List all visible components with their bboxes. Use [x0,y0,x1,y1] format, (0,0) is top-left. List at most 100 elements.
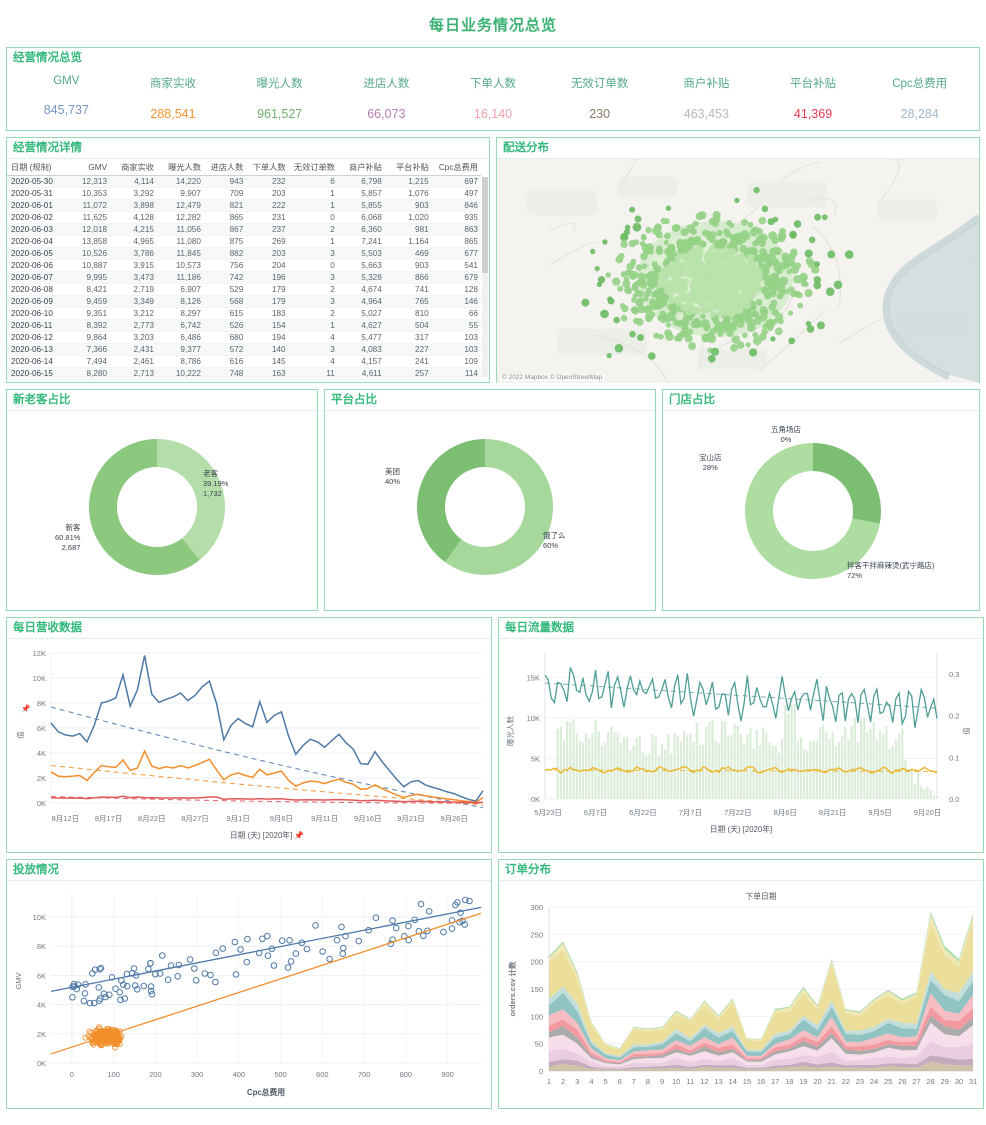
kpi-cell-0[interactable]: GMV 845,737 [13,68,120,121]
scatter-point [338,923,345,931]
traffic-bar [682,731,686,799]
donut-slice[interactable] [417,439,485,563]
daily-revenue-panel: 每日营收数据 0K 2K 4K 6K 8K 10K 12K 值 📌 8月12日 8月17日 8月22日… [6,617,492,853]
scatter-point [80,997,88,1005]
donut-slice[interactable] [445,439,553,575]
table-row[interactable]: 2020-06-07 9,995 3,473 11,186 742 196 3 5,328 86… [7,271,481,284]
delivery-map-panel: 配送分布 © 2022 Mapbox © OpenStreetMap [496,137,980,383]
map-canvas[interactable]: © 2022 Mapbox © OpenStreetMap [497,159,979,383]
scatter-point [392,924,400,932]
traffic-bar [926,786,929,799]
table-cell: 9,995 [67,271,111,284]
daily-traffic-chart[interactable]: 0K 5K 10K 15K 0.0 0.1 0.2 0.3 曝光人数 值 5月23日 6月7日 6月22… [499,639,983,852]
table-row[interactable]: 2020-06-09 9,459 3,349 8,126 568 179 3 4,964 765… [7,295,481,308]
kpi-cell-8[interactable]: Cpc总费用 28,284 [866,68,973,121]
ad-spend-chart[interactable]: 0K 2K 4K 6K 8K 10K 0 100 200 300 400 500 600 700 800 90… [7,881,491,1108]
scatter-point [333,936,341,944]
table-col-header[interactable]: 曝光人数 [156,159,204,176]
table-row[interactable]: 2020-06-04 13,858 4,965 11,080 875 269 1 7,241 1… [7,235,481,248]
scatter-point [326,955,333,963]
table-col-header[interactable]: Cpc总费用 [431,159,481,176]
svg-text:8月27日: 8月27日 [181,814,209,823]
table-row[interactable]: 2020-06-05 10,526 3,786 11,845 882 203 3 5,503 4… [7,247,481,260]
table-cell: 9,864 [67,331,111,344]
svg-text:8月22日: 8月22日 [138,814,166,823]
table-row[interactable]: 2020-06-13 7,366 2,431 9,377 572 140 3 4,083 227… [7,343,481,356]
donut-slice[interactable] [813,443,881,524]
scatter-point [212,949,220,957]
traffic-bar [920,785,923,799]
table-col-header[interactable]: 日期 (规制) [7,159,68,176]
kpi-cell-3[interactable]: 进店人数 66,073 [333,68,440,121]
table-col-header[interactable]: 商家实收 [110,159,157,176]
table-row[interactable]: 2020-06-08 8,421 2,719 6,907 529 179 2 4,674 741… [7,283,481,296]
table-cell: 12,313 [67,175,111,188]
traffic-bar [616,732,619,799]
kpi-label: 无效订单数 [570,78,629,90]
svg-text:29: 29 [941,1077,949,1086]
svg-text:22: 22 [842,1077,850,1086]
table-row[interactable]: 2020-06-10 9,351 3,212 8,297 615 183 2 5,027 810… [7,307,481,320]
traffic-bar [743,744,746,799]
traffic-bar [885,725,888,799]
kpi-cell-1[interactable]: 商家实收 288,541 [120,68,227,121]
kpi-cell-6[interactable]: 商户补贴 463,453 [653,68,760,121]
table-row[interactable]: 2020-06-14 7,494 2,461 8,786 616 145 4 4,157 241… [7,355,481,368]
traffic-bar [660,744,664,799]
table-cell: 6,742 [156,319,204,332]
svg-text:0K: 0K [37,1059,46,1068]
table-col-header[interactable]: 无效订单数 [288,159,338,176]
kpi-cell-7[interactable]: 平台补贴 41,369 [760,68,867,121]
kpi-cell-5[interactable]: 无效订单数 230 [546,68,653,121]
table-row[interactable]: 2020-06-06 10,887 3,915 10,573 756 204 0 5,663 9… [7,259,481,272]
table-row[interactable]: 2020-06-01 11,072 3,898 12,479 821 222 1 5,855 9… [7,199,481,212]
table-cell: 237 [246,223,289,236]
table-scrollbar[interactable] [482,177,488,377]
svg-text:6K: 6K [37,724,46,733]
order-distribution-chart[interactable]: 0 50 100 150 200 250 300 orders.csv 计数 下单日期 1 2 3 4 5… [499,881,983,1108]
table-row[interactable]: 2020-06-11 8,392 2,773 6,742 526 154 1 4,627 504… [7,319,481,332]
table-cell: 10,222 [156,367,204,380]
svg-text:4K: 4K [37,1001,46,1010]
table-row[interactable]: 2020-06-03 12,018 4,215 11,056 867 237 2 6,360 9… [7,223,481,236]
detail-table-scroll-area[interactable]: 日期 (规制) GMV 商家实收 曝光人数 进店人数 下单人数 无效订单数 商户补贴 平台补贴 C… [7,159,489,381]
svg-text:8K: 8K [37,942,46,951]
donut-slice[interactable] [745,443,880,579]
scatter-point [212,978,219,986]
table-col-header[interactable]: 平台补贴 [384,159,432,176]
table-row[interactable]: 2020-06-12 9,864 3,203 6,486 680 194 4 5,477 317… [7,331,481,344]
table-col-header[interactable]: 下单人数 [246,159,289,176]
kpi-cell-4[interactable]: 下单人数 16,140 [440,68,547,121]
table-scrollbar-thumb[interactable] [482,177,488,273]
svg-text:5: 5 [603,1077,607,1086]
traffic-bar [913,784,916,799]
donut-slice[interactable] [157,439,226,560]
scatter-point [86,1028,93,1035]
table-row[interactable]: 2020-06-02 11,625 4,128 12,282 865 231 0 6,068 1… [7,211,481,224]
table-col-header[interactable]: 进店人数 [203,159,247,176]
table-row[interactable]: 2020-06-168,5572,7698,66962516724,791274… [7,379,481,381]
table-row[interactable]: 2020-06-15 8,280 2,713 10,222 748 163 11 4,611 2… [7,367,481,380]
table-col-header[interactable]: 商户补贴 [337,159,385,176]
table-cell: 572 [203,343,247,356]
kpi-label: Cpc总费用 [892,78,948,90]
traffic-bar [752,748,755,799]
svg-text:曝光人数: 曝光人数 [505,716,515,746]
kpi-cell-2[interactable]: 曝光人数 961,527 [226,68,333,121]
traffic-bar [651,733,654,799]
table-col-header[interactable]: GMV [67,159,111,176]
scatter-point [237,946,244,953]
traffic-bar [603,742,607,799]
scatter-point [405,922,412,930]
table-cell: 0 [288,211,338,224]
scatter-point [389,917,396,924]
donut-slice[interactable] [89,439,200,575]
table-cell: 2020-06-04 [7,235,68,248]
table-row[interactable]: 2020-05-30 12,313 4,114 14,220 943 232 6 6,798 1… [7,175,481,188]
table-cell: 231 [246,211,289,224]
scatter-point [264,952,272,959]
daily-revenue-chart[interactable]: 0K 2K 4K 6K 8K 10K 12K 值 📌 8月12日 8月17日 8月22日 8月27日 9月… [7,639,491,852]
table-row[interactable]: 2020-05-31 10,353 3,292 9,907 709 203 1 5,857 1,… [7,187,481,200]
table-cell: 866 [384,271,432,284]
svg-text:28: 28 [926,1077,934,1086]
